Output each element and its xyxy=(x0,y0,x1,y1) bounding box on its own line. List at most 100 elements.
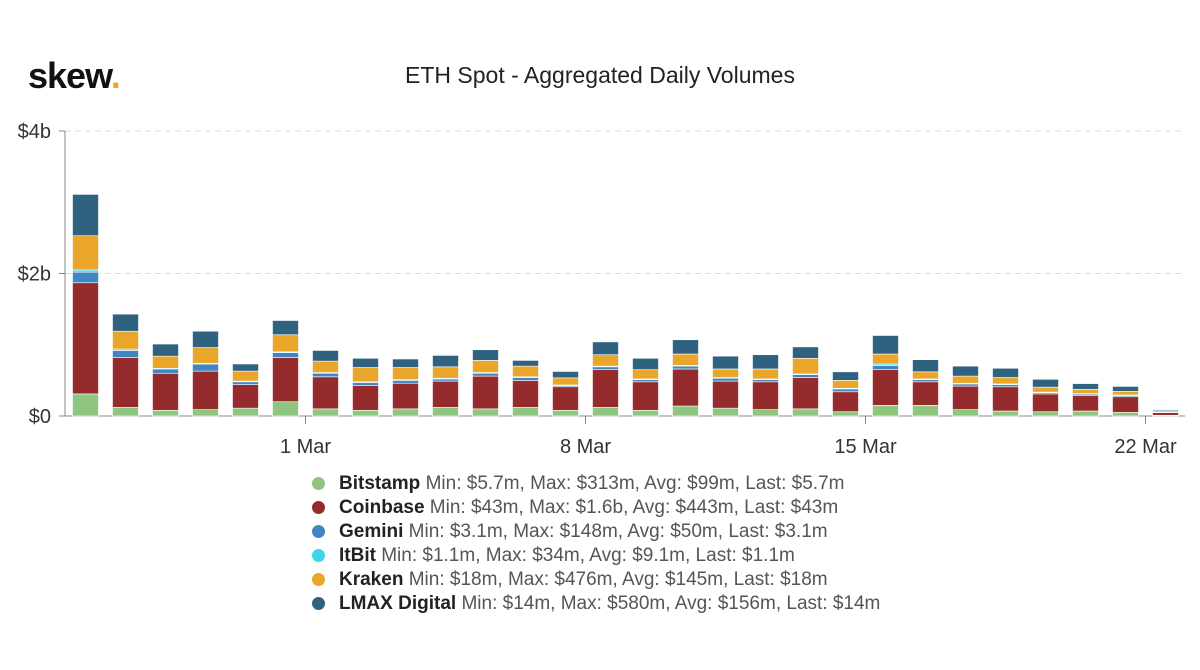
bar-segment xyxy=(432,355,459,368)
bar-segment xyxy=(512,377,539,381)
legend-marker xyxy=(312,525,325,538)
bar-segment xyxy=(1032,411,1059,417)
bar-stack xyxy=(552,371,579,417)
bar-segment xyxy=(912,379,939,383)
bar-segment xyxy=(592,341,619,356)
skew-logo: skew. xyxy=(28,55,121,97)
bar-segment xyxy=(512,360,539,367)
bar-segment xyxy=(872,369,899,406)
bar-stack xyxy=(1072,383,1099,417)
bar-segment xyxy=(552,386,579,411)
bar-stack xyxy=(712,355,739,417)
bar-segment xyxy=(312,360,339,373)
bar-segment xyxy=(752,381,779,410)
bar-segment xyxy=(1112,412,1139,417)
legend-item-itbit[interactable]: ItBit Min: $1.1m, Max: $34m, Avg: $9.1m,… xyxy=(312,544,880,568)
x-tick-label: 8 Mar xyxy=(560,436,611,458)
bar-segment xyxy=(72,194,99,237)
bar-segment xyxy=(752,368,779,380)
legend-stats: Min: $43m, Max: $1.6b, Avg: $443m, Last:… xyxy=(424,497,839,518)
bar-segment xyxy=(592,354,619,367)
bar-segment xyxy=(792,374,819,378)
bar-segment xyxy=(912,405,939,417)
bar-stack xyxy=(992,367,1019,417)
legend-item-coinbase[interactable]: Coinbase Min: $43m, Max: $1.6b, Avg: $44… xyxy=(312,496,880,520)
bar-segment xyxy=(872,405,899,417)
bar-segment xyxy=(192,363,219,372)
logo-text: skew xyxy=(28,55,112,96)
bar-stack xyxy=(512,360,539,417)
bar-segment xyxy=(1112,396,1139,413)
bar-segment xyxy=(72,271,99,284)
bar-segment xyxy=(472,408,499,417)
x-tick-label: 1 Mar xyxy=(280,436,331,458)
bar-segment xyxy=(272,320,299,336)
bar-segment xyxy=(912,359,939,373)
bar-segment xyxy=(392,408,419,417)
bar-stack xyxy=(1152,409,1179,417)
bar-segment xyxy=(552,409,579,417)
bar-segment xyxy=(152,409,179,417)
bar-segment xyxy=(952,375,979,384)
bar-segment xyxy=(352,357,379,368)
legend-stats: Min: $3.1m, Max: $148m, Avg: $50m, Last:… xyxy=(403,521,828,542)
legend-item-lmax-digital[interactable]: LMAX Digital Min: $14m, Max: $580m, Avg:… xyxy=(312,592,880,616)
bar-stack xyxy=(192,330,219,417)
legend-item-kraken[interactable]: Kraken Min: $18m, Max: $476m, Avg: $145m… xyxy=(312,568,880,592)
bar-segment xyxy=(832,391,859,413)
bar-segment xyxy=(432,407,459,417)
bar-segment xyxy=(1032,379,1059,388)
bar-segment xyxy=(192,330,219,348)
bar-segment xyxy=(432,378,459,382)
bar-segment xyxy=(432,380,459,408)
bar-segment xyxy=(672,405,699,417)
bar-segment xyxy=(832,388,859,393)
bar-segment xyxy=(1072,410,1099,417)
legend-item-bitstamp[interactable]: Bitstamp Min: $5.7m, Max: $313m, Avg: $9… xyxy=(312,472,880,496)
bar-segment xyxy=(472,372,499,377)
bar-segment xyxy=(272,334,299,353)
bar-segment xyxy=(152,372,179,411)
bar-segment xyxy=(72,393,99,417)
legend-stats: Min: $5.7m, Max: $313m, Avg: $99m, Last:… xyxy=(420,473,845,494)
bar-segment xyxy=(792,377,819,410)
bar-segment xyxy=(272,357,299,403)
bar-stack xyxy=(312,350,339,417)
legend-name: LMAX Digital xyxy=(339,593,457,614)
bar-segment xyxy=(112,350,139,358)
bar-segment xyxy=(72,282,99,395)
bar-segment xyxy=(1072,388,1099,394)
bar-segment xyxy=(512,365,539,378)
bar-stack xyxy=(232,363,259,417)
bar-segment xyxy=(472,375,499,410)
bar-stack xyxy=(352,357,379,417)
bar-segment xyxy=(672,368,699,407)
bar-segment xyxy=(472,349,499,361)
legend-marker xyxy=(312,477,325,490)
bar-segment xyxy=(72,269,99,273)
bar-segment xyxy=(632,357,659,370)
bar-segment xyxy=(1032,393,1059,413)
stacked-bar-chart: $0 $2b $4b 1 Mar 8 Mar 15 Mar 22 Mar xyxy=(18,121,1185,458)
bar-segment xyxy=(632,381,659,411)
legend-name: Bitstamp xyxy=(339,473,421,494)
bar-stack xyxy=(672,339,699,417)
bar-segment xyxy=(832,371,859,381)
legend-stats: Min: $14m, Max: $580m, Avg: $156m, Last:… xyxy=(456,593,881,614)
bar-stack xyxy=(592,341,619,417)
bar-stack xyxy=(1112,386,1139,417)
bar-segment xyxy=(872,335,899,355)
bar-stack xyxy=(872,335,899,417)
bar-segment xyxy=(792,408,819,417)
legend-stats: Min: $18m, Max: $476m, Avg: $145m, Last:… xyxy=(403,569,828,590)
bar-segment xyxy=(632,379,659,383)
legend-marker xyxy=(312,597,325,610)
bar-segment xyxy=(592,366,619,370)
bar-segment xyxy=(1032,386,1059,393)
bar-segment xyxy=(472,360,499,373)
bar-segment xyxy=(952,383,979,387)
bar-stack xyxy=(432,355,459,417)
chart-legend: Bitstamp Min: $5.7m, Max: $313m, Avg: $9… xyxy=(312,472,880,616)
legend-item-gemini[interactable]: Gemini Min: $3.1m, Max: $148m, Avg: $50m… xyxy=(312,520,880,544)
bar-segment xyxy=(112,357,139,408)
